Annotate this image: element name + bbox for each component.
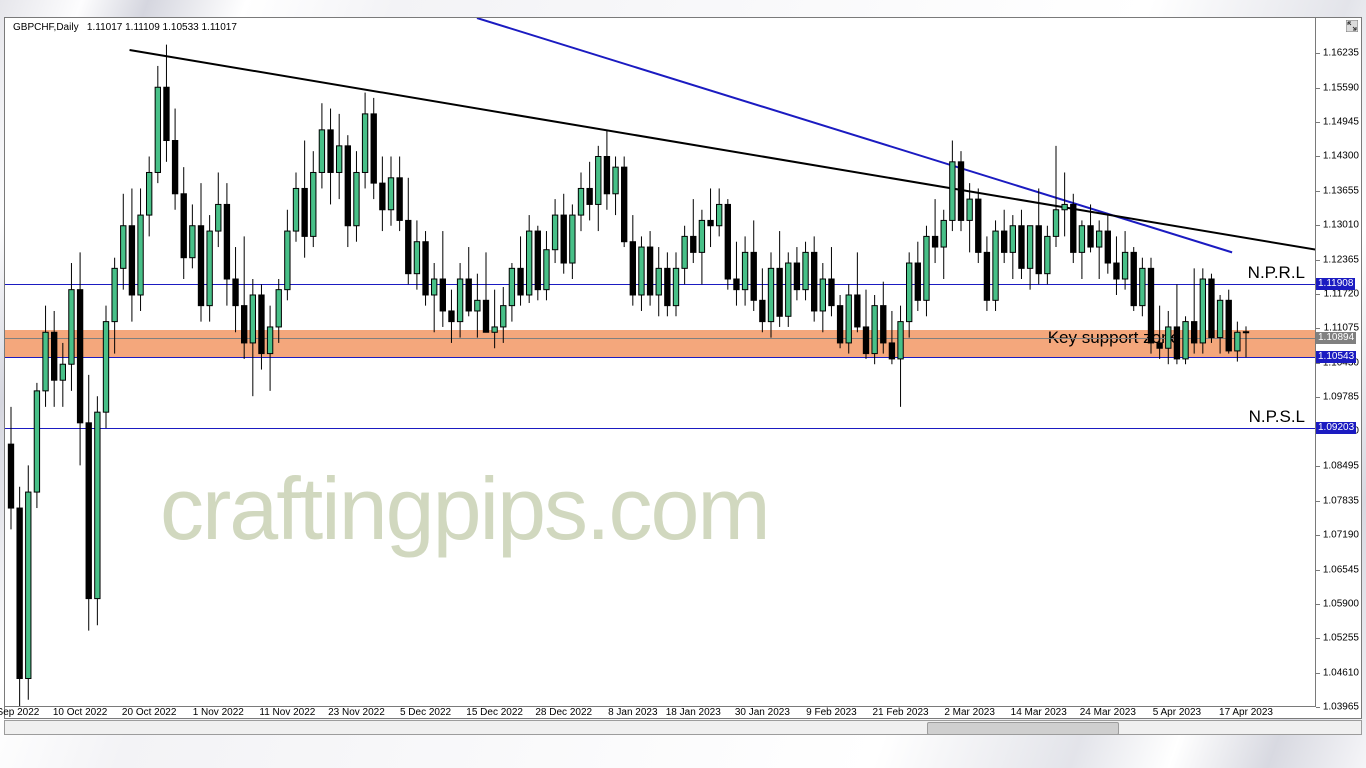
date-axis-label: 17 Apr 2023 [1219, 707, 1273, 718]
date-axis-label: 23 Nov 2022 [328, 707, 385, 718]
price-axis-label: 1.14945 [1323, 117, 1359, 128]
scrollbar-thumb[interactable] [927, 722, 1119, 735]
price-axis-label: 1.11720 [1324, 288, 1359, 299]
price-axis-label: 1.13010 [1323, 220, 1359, 231]
date-axis-label: 14 Mar 2023 [1011, 707, 1067, 718]
date-axis-label: 30 Jan 2023 [735, 707, 790, 718]
date-axis-label: 15 Dec 2022 [466, 707, 523, 718]
date-axis-label: 21 Feb 2023 [872, 707, 928, 718]
price-axis-label: 1.04610 [1323, 667, 1359, 678]
price-tag-current: 1.10894 [1316, 332, 1356, 344]
date-axis-label: 28 Sep 2022 [0, 707, 39, 718]
chart-window: GBPCHF,Daily 1.11017 1.11109 1.10533 1.1… [4, 17, 1362, 719]
date-axis-label: 1 Nov 2022 [193, 707, 244, 718]
price-axis-label: 1.09785 [1323, 391, 1359, 402]
price-axis-label: 1.03965 [1323, 702, 1359, 713]
price-axis-label: 1.14300 [1323, 151, 1359, 162]
price-axis-label: 1.07190 [1323, 530, 1359, 541]
price-axis-label: 1.06545 [1323, 564, 1359, 575]
date-axis-label: 10 Oct 2022 [53, 707, 107, 718]
date-axis-label: 24 Mar 2023 [1080, 707, 1136, 718]
date-axis-label: 2 Mar 2023 [944, 707, 995, 718]
date-axis-label: 8 Jan 2023 [608, 707, 658, 718]
price-tag-npsl: 1.09203 [1316, 422, 1356, 434]
date-axis-label: 20 Oct 2022 [122, 707, 176, 718]
horizontal-scrollbar[interactable] [4, 720, 1362, 735]
price-axis-label: 1.05255 [1323, 633, 1359, 644]
date-axis-label: 28 Dec 2022 [535, 707, 592, 718]
date-axis-label: 5 Apr 2023 [1153, 707, 1201, 718]
chart-plot-area[interactable]: GBPCHF,Daily 1.11017 1.11109 1.10533 1.1… [5, 18, 1316, 707]
price-axis-label: 1.13655 [1323, 185, 1359, 196]
price-axis-label: 1.08495 [1323, 460, 1359, 471]
date-axis-label: 9 Feb 2023 [806, 707, 857, 718]
price-axis-label: 1.07835 [1323, 495, 1359, 506]
price-axis-label: 1.15590 [1323, 82, 1359, 93]
date-axis: 28 Sep 202210 Oct 202220 Oct 20221 Nov 2… [5, 707, 1316, 720]
date-axis-label: 5 Dec 2022 [400, 707, 451, 718]
price-tag-nprl: 1.11908 [1316, 278, 1355, 290]
price-axis-label: 1.05900 [1323, 598, 1359, 609]
date-axis-label: 18 Jan 2023 [666, 707, 721, 718]
candlestick-layer [5, 18, 1316, 707]
date-axis-label: 11 Nov 2022 [259, 707, 315, 718]
expand-icon[interactable] [1346, 20, 1358, 32]
price-tag-zone_low: 1.10543 [1316, 351, 1356, 363]
price-axis-label: 1.16235 [1323, 48, 1359, 59]
price-axis-label: 1.12365 [1323, 254, 1359, 265]
